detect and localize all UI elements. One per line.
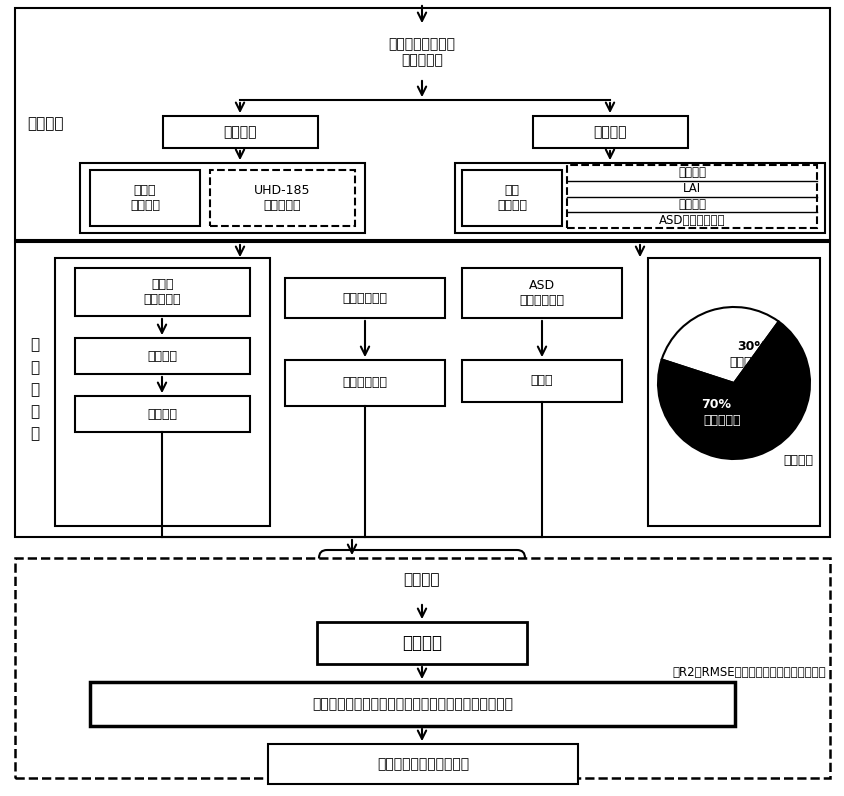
Text: ASD
非成像高光通: ASD 非成像高光通 xyxy=(519,279,564,307)
Text: 无人机
高光谱影像: 无人机 高光谱影像 xyxy=(143,278,181,306)
Bar xyxy=(55,258,270,526)
Bar xyxy=(15,242,829,537)
Text: UHD-185
成像高光谱: UHD-185 成像高光谱 xyxy=(254,184,311,212)
Text: 光谱指数选取: 光谱指数选取 xyxy=(342,291,387,305)
Bar xyxy=(15,558,829,778)
Text: 数据获取: 数据获取 xyxy=(27,116,63,131)
Text: 70%: 70% xyxy=(701,399,730,412)
Text: 农学参数: 农学参数 xyxy=(782,454,812,467)
Text: 棉蚜危害程度田间分布图: 棉蚜危害程度田间分布图 xyxy=(376,757,468,771)
Bar xyxy=(80,163,365,233)
Text: 为害指数: 为害指数 xyxy=(677,198,706,211)
Text: 影像拼接: 影像拼接 xyxy=(148,349,177,362)
Text: 回归分析: 回归分析 xyxy=(403,572,440,587)
Bar xyxy=(647,258,819,526)
Text: 30%: 30% xyxy=(736,341,766,353)
Bar xyxy=(75,338,250,374)
Bar xyxy=(210,170,354,226)
Text: 基于无人机平台遥感数据的最佳棉蚜为害等级监测模型: 基于无人机平台遥感数据的最佳棉蚜为害等级监测模型 xyxy=(311,697,512,711)
Bar xyxy=(90,170,200,226)
Text: LAI: LAI xyxy=(682,182,701,195)
Text: 空中试验: 空中试验 xyxy=(224,125,257,139)
Text: 以R2和RMSE为评价标准选取最佳反演模型: 以R2和RMSE为评价标准选取最佳反演模型 xyxy=(672,665,825,678)
Bar xyxy=(15,8,829,240)
Bar xyxy=(163,116,317,148)
Text: 无人机
数据采集: 无人机 数据采集 xyxy=(130,184,160,212)
Bar xyxy=(566,165,816,228)
Text: 验证数据集: 验证数据集 xyxy=(728,357,766,369)
Bar xyxy=(454,163,824,233)
Text: 籽虫等级: 籽虫等级 xyxy=(677,166,706,179)
Text: 地面试验: 地面试验 xyxy=(593,125,626,139)
Wedge shape xyxy=(661,307,778,383)
Bar xyxy=(75,396,250,432)
Bar xyxy=(316,26,527,78)
Text: ASD非成像高光谱: ASD非成像高光谱 xyxy=(658,213,724,227)
Text: 地面
数据采集: 地面 数据采集 xyxy=(496,184,527,212)
Bar xyxy=(90,682,734,726)
Text: 数
据
预
处
理: 数 据 预 处 理 xyxy=(30,338,40,442)
Text: 敏感波段筛选: 敏感波段筛选 xyxy=(342,377,387,389)
Bar xyxy=(462,268,621,318)
Bar xyxy=(284,278,445,318)
Text: 图谱合成: 图谱合成 xyxy=(148,408,177,420)
Bar xyxy=(284,360,445,406)
Text: 模型构建: 模型构建 xyxy=(402,634,441,652)
Bar xyxy=(533,116,687,148)
FancyBboxPatch shape xyxy=(319,550,524,610)
Bar xyxy=(268,744,577,784)
Wedge shape xyxy=(657,322,809,459)
Text: 建模数据集: 建模数据集 xyxy=(702,415,740,427)
Text: 重采样: 重采样 xyxy=(530,374,553,388)
Bar xyxy=(75,268,250,316)
Bar xyxy=(462,360,621,402)
Bar xyxy=(316,622,527,664)
Bar xyxy=(462,170,561,226)
Text: 农科院库尔勒棉虫
组试验基地: 农科院库尔勒棉虫 组试验基地 xyxy=(388,37,455,67)
